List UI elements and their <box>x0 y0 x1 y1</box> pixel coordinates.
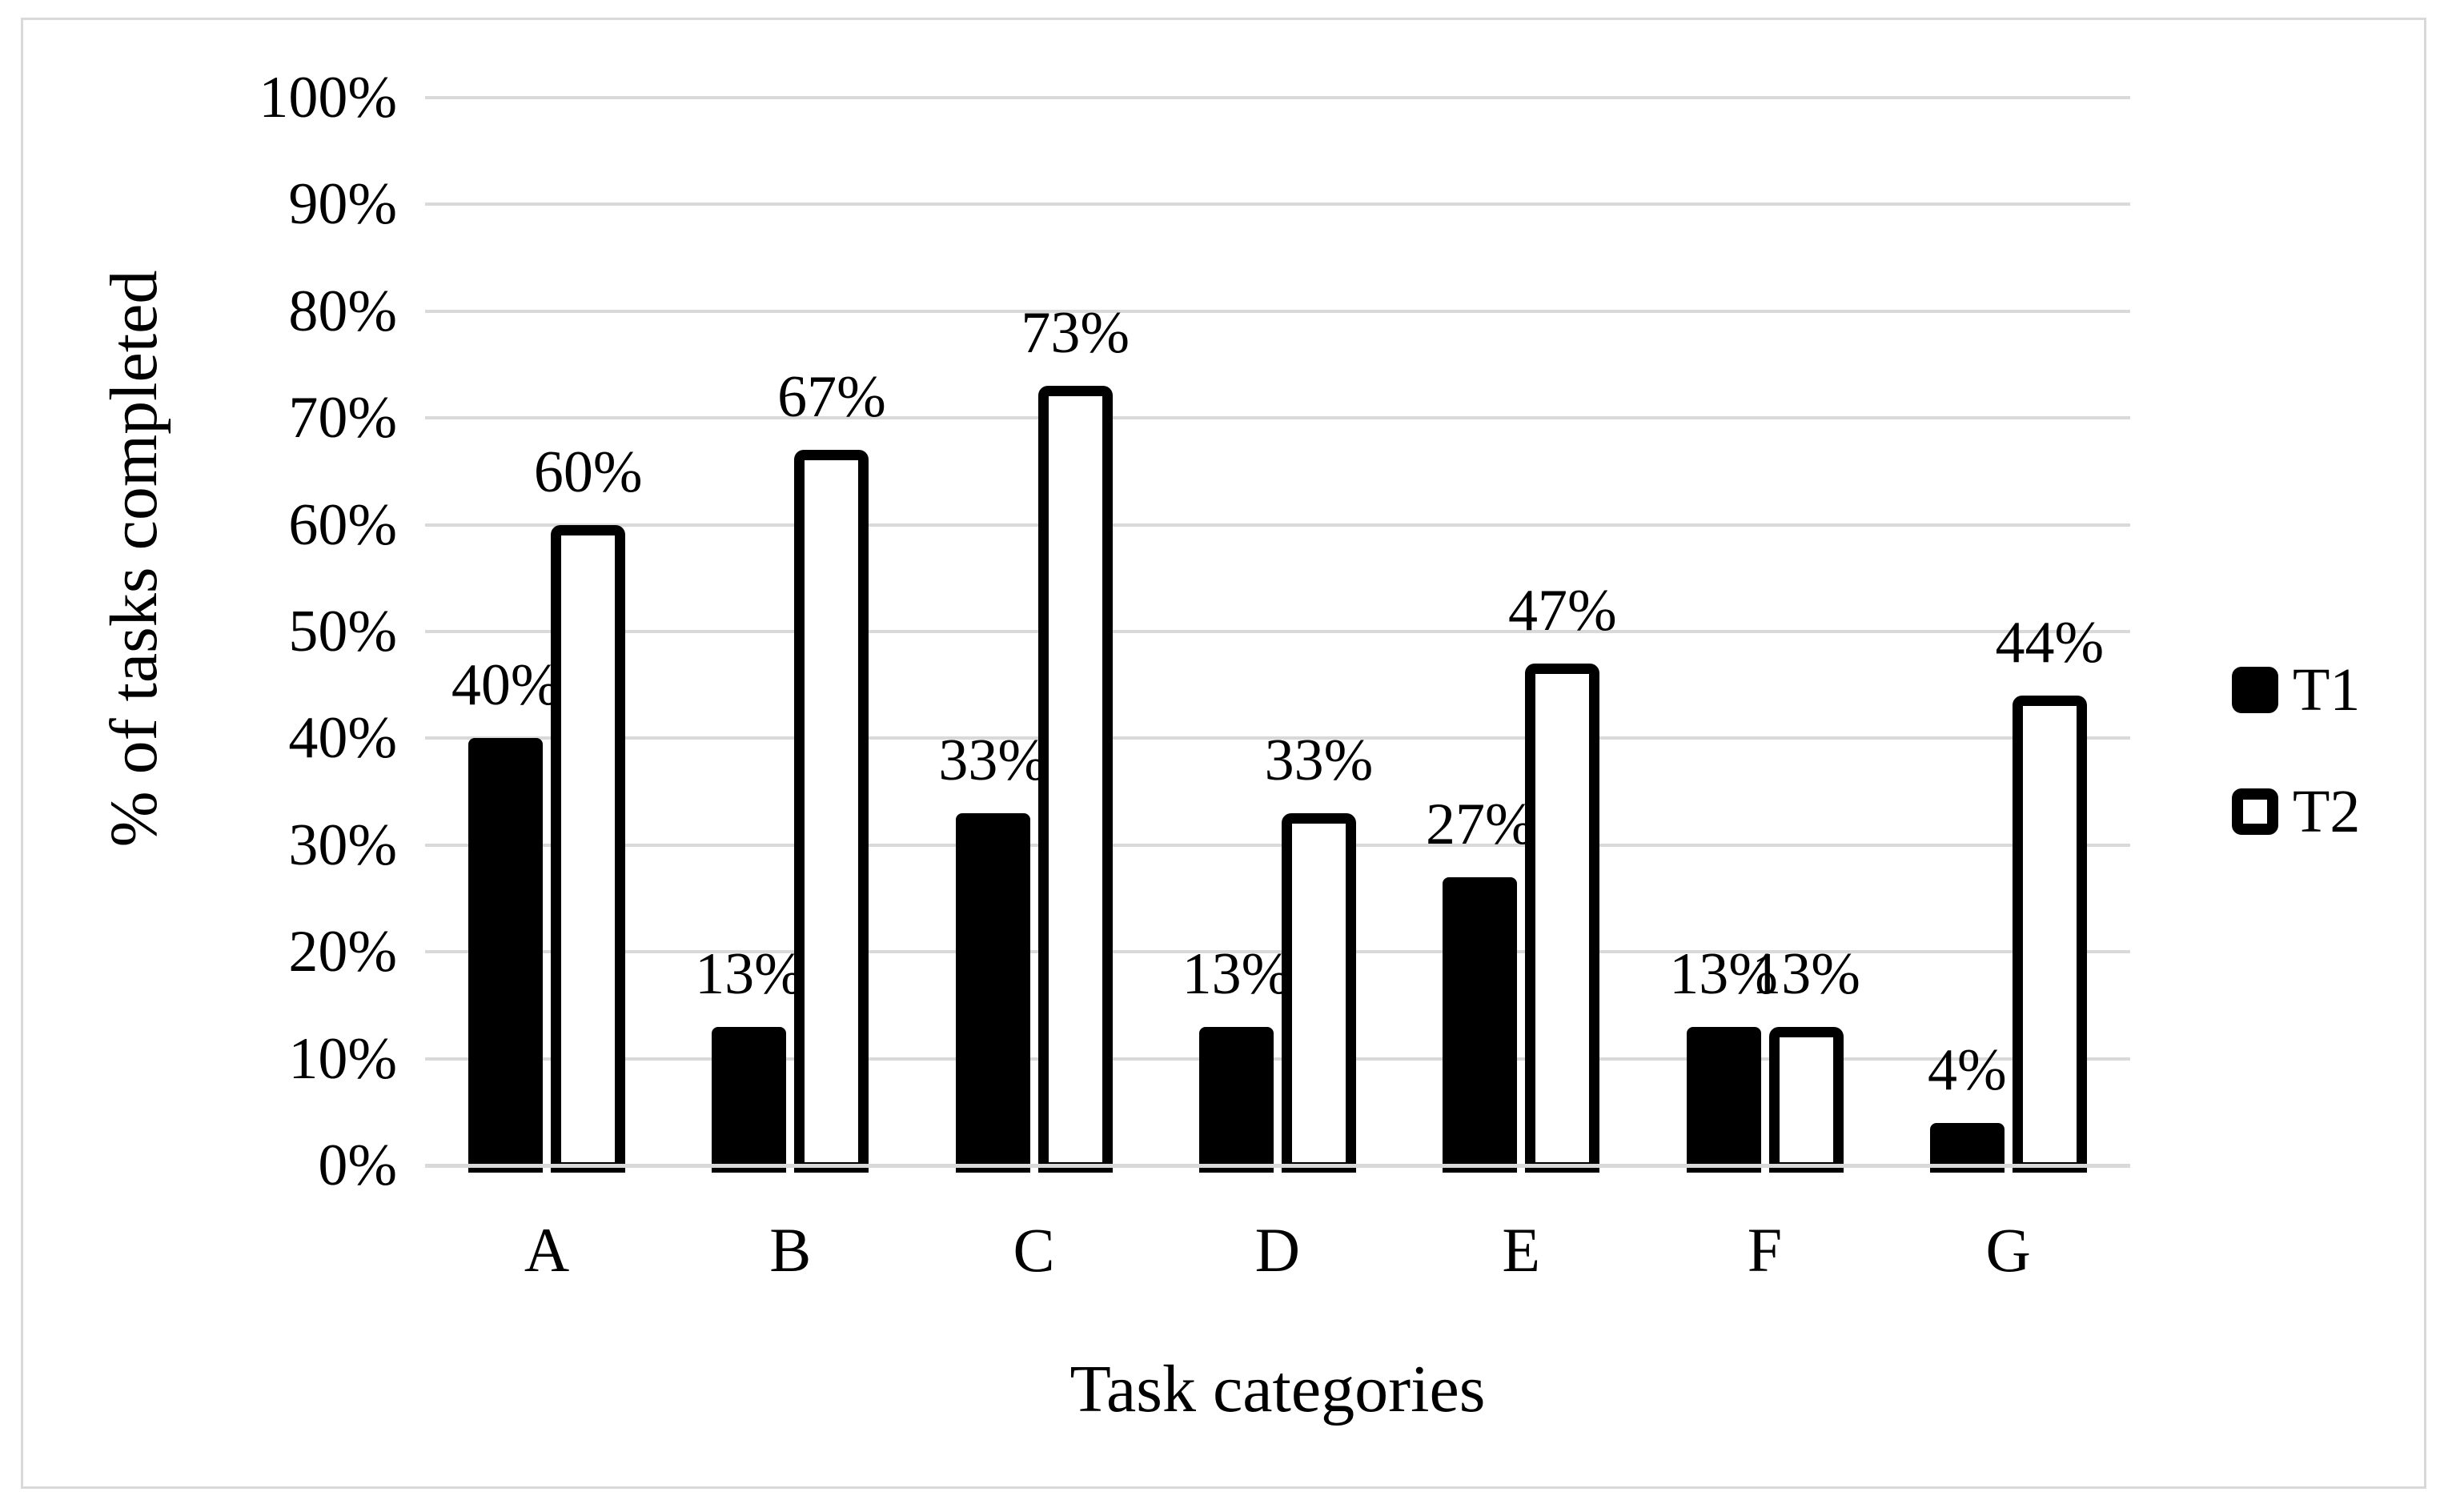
y-tick-label: 80% <box>288 278 397 344</box>
data-label-t1-F: 13% <box>1669 940 1778 1007</box>
plot-area: 40% 60% 13% 67% 33% 73% 13% 33% 27% 47% 13% 13% 4% 44… <box>425 96 2130 1173</box>
gridline <box>425 843 2130 847</box>
y-tick-label: 90% <box>288 171 397 238</box>
x-axis-title: Task categories <box>1069 1352 1486 1426</box>
y-tick-label: 100% <box>259 65 397 130</box>
y-tick-label: 0% <box>318 1133 397 1198</box>
bar-t1-A <box>468 738 544 1173</box>
baseline-gridline <box>425 1164 2130 1168</box>
bar-t2-E <box>1525 664 1600 1173</box>
x-category-label-B: B <box>769 1215 812 1285</box>
legend-item-t1: T1 <box>2232 658 2360 722</box>
gridline <box>425 416 2130 420</box>
data-label-t2-E: 47% <box>1507 578 1617 644</box>
data-label-t1-E: 27% <box>1425 791 1535 857</box>
legend-item-t2: T2 <box>2232 780 2360 844</box>
x-category-label-E: E <box>1502 1215 1540 1285</box>
bar-t1-C <box>955 812 1030 1173</box>
bar-t1-F <box>1686 1026 1761 1173</box>
data-label-t2-D: 33% <box>1264 727 1374 793</box>
filled-black-square-icon <box>2232 667 2278 713</box>
bar-t2-C <box>1037 386 1113 1173</box>
gridline <box>425 736 2130 740</box>
gridline <box>425 630 2130 633</box>
bar-t1-E <box>1443 876 1518 1173</box>
data-label-t2-F: 13% <box>1752 940 1860 1007</box>
legend-label: T1 <box>2293 656 2361 724</box>
data-label-t1-G: 4% <box>1928 1037 2007 1103</box>
y-tick-label: 20% <box>288 919 397 985</box>
y-tick-label: 10% <box>288 1025 397 1092</box>
data-label-t2-B: 67% <box>777 364 886 431</box>
x-category-label-C: C <box>1013 1215 1055 1285</box>
figure-border <box>21 18 2426 1489</box>
gridline <box>425 523 2130 527</box>
data-label-t2-G: 44% <box>1995 610 2105 676</box>
bar-t2-D <box>1282 812 1356 1173</box>
x-category-label-A: A <box>524 1215 570 1285</box>
y-tick-label: 40% <box>288 705 397 772</box>
outlined-white-square-icon <box>2232 788 2278 835</box>
bar-t1-B <box>712 1026 787 1173</box>
gridline <box>425 1057 2130 1061</box>
data-label-t2-C: 73% <box>1021 300 1130 367</box>
gridline <box>425 96 2130 99</box>
bar-t2-B <box>794 450 869 1173</box>
gridline <box>425 203 2130 207</box>
x-category-label-F: F <box>1747 1215 1783 1285</box>
bar-t2-G <box>2012 696 2087 1173</box>
data-label-t1-B: 13% <box>695 940 804 1007</box>
y-tick-label: 70% <box>288 385 397 451</box>
data-label-t1-A: 40% <box>451 652 560 719</box>
legend-label: T2 <box>2293 778 2361 845</box>
legend: T1 T2 <box>2232 658 2360 844</box>
bar-t1-D <box>1199 1026 1274 1173</box>
y-tick-label: 50% <box>288 599 397 664</box>
gridline <box>425 950 2130 954</box>
data-label-t2-A: 60% <box>533 439 643 505</box>
bar-t2-F <box>1768 1026 1844 1173</box>
x-category-label-D: D <box>1254 1215 1301 1285</box>
y-tick-label: 30% <box>288 812 397 878</box>
data-label-t1-C: 33% <box>938 727 1048 793</box>
bar-t2-A <box>551 524 626 1173</box>
gridline <box>425 309 2130 313</box>
x-category-label-G: G <box>1985 1215 2031 1285</box>
data-label-t1-D: 13% <box>1182 940 1291 1007</box>
y-tick-label: 60% <box>288 491 397 558</box>
